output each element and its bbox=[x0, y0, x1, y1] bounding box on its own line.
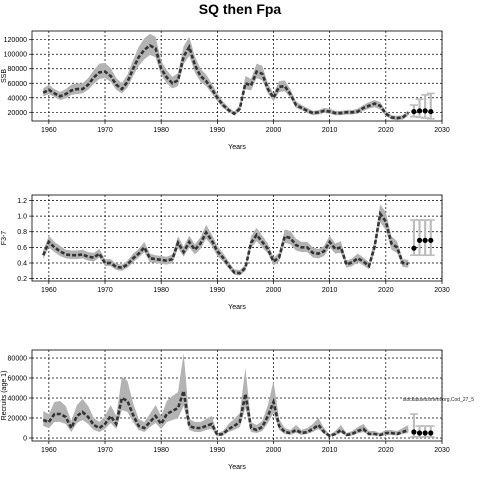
ssb-ytick-label: 120000 bbox=[4, 37, 27, 44]
ssb-forecast-point bbox=[411, 108, 417, 115]
fbar-xtick-label: 2000 bbox=[266, 287, 282, 294]
ssb-ylabel: SSB bbox=[1, 69, 8, 83]
fbar-forecast-point bbox=[428, 237, 434, 243]
fbar-xtick-label: 1990 bbox=[210, 287, 226, 294]
recruits-plot-frame bbox=[31, 349, 443, 442]
fbar-xtick-label: 2010 bbox=[322, 287, 338, 294]
fbar-forecast-point bbox=[416, 237, 423, 243]
ssb-estimate-line bbox=[42, 43, 410, 120]
ssb-xlabel: Years bbox=[228, 144, 246, 151]
ssb-ytick-label: 60000 bbox=[8, 81, 28, 88]
ssb-xtick-label: 1990 bbox=[210, 127, 226, 134]
fbar-forecast-point bbox=[422, 237, 428, 243]
recruits-forecast-point bbox=[416, 430, 423, 436]
fbar-ytick-label: 1.0 bbox=[17, 214, 27, 221]
recruits-xtick-label: 1990 bbox=[210, 447, 226, 454]
recruits-xtick-label: 2020 bbox=[378, 447, 394, 454]
fbar-ylabel: F3-7 bbox=[1, 231, 8, 246]
fbar-xlabel: Years bbox=[228, 304, 246, 311]
ssb-xtick-label: 2010 bbox=[322, 127, 338, 134]
recruits-ytick-label: 40000 bbox=[8, 396, 28, 403]
recruits-estimate-line bbox=[42, 390, 409, 438]
ssb-ytick-label: 100000 bbox=[4, 52, 27, 59]
recruits-ytick-label: 80000 bbox=[8, 356, 28, 363]
fbar-forecast-point bbox=[411, 245, 417, 251]
fbar-ci-band bbox=[43, 204, 409, 276]
ssb-xtick-label: 2020 bbox=[378, 127, 394, 134]
fbar-ytick-label: 0.2 bbox=[17, 276, 27, 283]
ssb-xtick-label: 2030 bbox=[434, 127, 450, 134]
recruits-forecast-point bbox=[411, 429, 417, 435]
ssb-xtick-label: 2000 bbox=[266, 127, 282, 134]
ssb-ytick-label: 20000 bbox=[8, 110, 28, 117]
recruits-ytick-label: 0 bbox=[23, 436, 27, 443]
recruits-ci-band bbox=[43, 353, 409, 437]
fbar-xtick-label: 1960 bbox=[41, 287, 57, 294]
fbar-estimate-line bbox=[42, 210, 409, 275]
recruits-xtick-label: 2030 bbox=[434, 447, 450, 454]
recruits-ytick-label: 20000 bbox=[8, 416, 28, 423]
recruits-xtick-label: 2010 bbox=[322, 447, 338, 454]
recruits-forecast-point bbox=[428, 430, 434, 436]
source-note: stockassessment.org,Cod_27_5 bbox=[403, 397, 475, 403]
recruits-forecast-point bbox=[422, 430, 428, 436]
recruits-ylabel: Recruits (age 1) bbox=[1, 371, 8, 421]
recruits-xlabel: Years bbox=[228, 464, 246, 471]
recruits-xtick-label: 2000 bbox=[266, 447, 282, 454]
ssb-forecast-point bbox=[428, 108, 434, 115]
fbar-ytick-label: 0.4 bbox=[17, 261, 27, 268]
fbar-xtick-label: 1980 bbox=[153, 287, 169, 294]
main-title: SQ then Fpa bbox=[198, 1, 282, 17]
fbar-xtick-label: 2020 bbox=[378, 287, 394, 294]
fbar-ytick-label: 0.6 bbox=[17, 245, 27, 252]
ssb-forecast-point bbox=[416, 108, 423, 114]
fbar-plot-frame bbox=[31, 194, 443, 282]
fbar-ytick-label: 0.8 bbox=[17, 229, 27, 236]
recruits-xtick-label: 1960 bbox=[41, 447, 57, 454]
ssb-plot-frame bbox=[31, 30, 443, 122]
ssb-forecast-point bbox=[422, 108, 428, 114]
recruits-xtick-label: 1970 bbox=[97, 447, 113, 454]
fbar-ytick-label: 1.2 bbox=[17, 198, 27, 205]
ssb-xtick-label: 1970 bbox=[97, 127, 113, 134]
fbar-xtick-label: 1970 bbox=[97, 287, 113, 294]
recruits-xtick-label: 1980 bbox=[153, 447, 169, 454]
ssb-xtick-label: 1960 bbox=[41, 127, 57, 134]
ssb-xtick-label: 1980 bbox=[153, 127, 169, 134]
recruits-ytick-label: 60000 bbox=[8, 376, 28, 383]
ssb-ytick-label: 40000 bbox=[8, 95, 28, 102]
fbar-xtick-label: 2030 bbox=[434, 287, 450, 294]
ssb-ytick-label: 80000 bbox=[8, 66, 28, 73]
